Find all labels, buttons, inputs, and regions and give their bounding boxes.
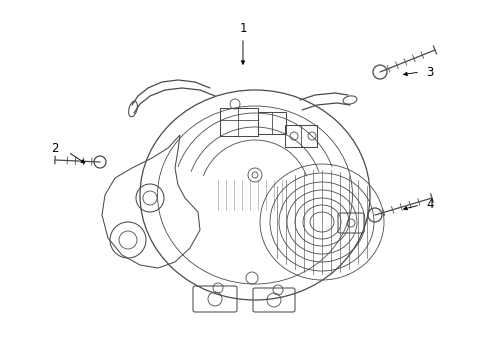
Text: 1: 1 xyxy=(239,22,247,35)
Text: 2: 2 xyxy=(51,141,59,154)
Text: 3: 3 xyxy=(426,66,434,78)
Text: 4: 4 xyxy=(426,198,434,211)
